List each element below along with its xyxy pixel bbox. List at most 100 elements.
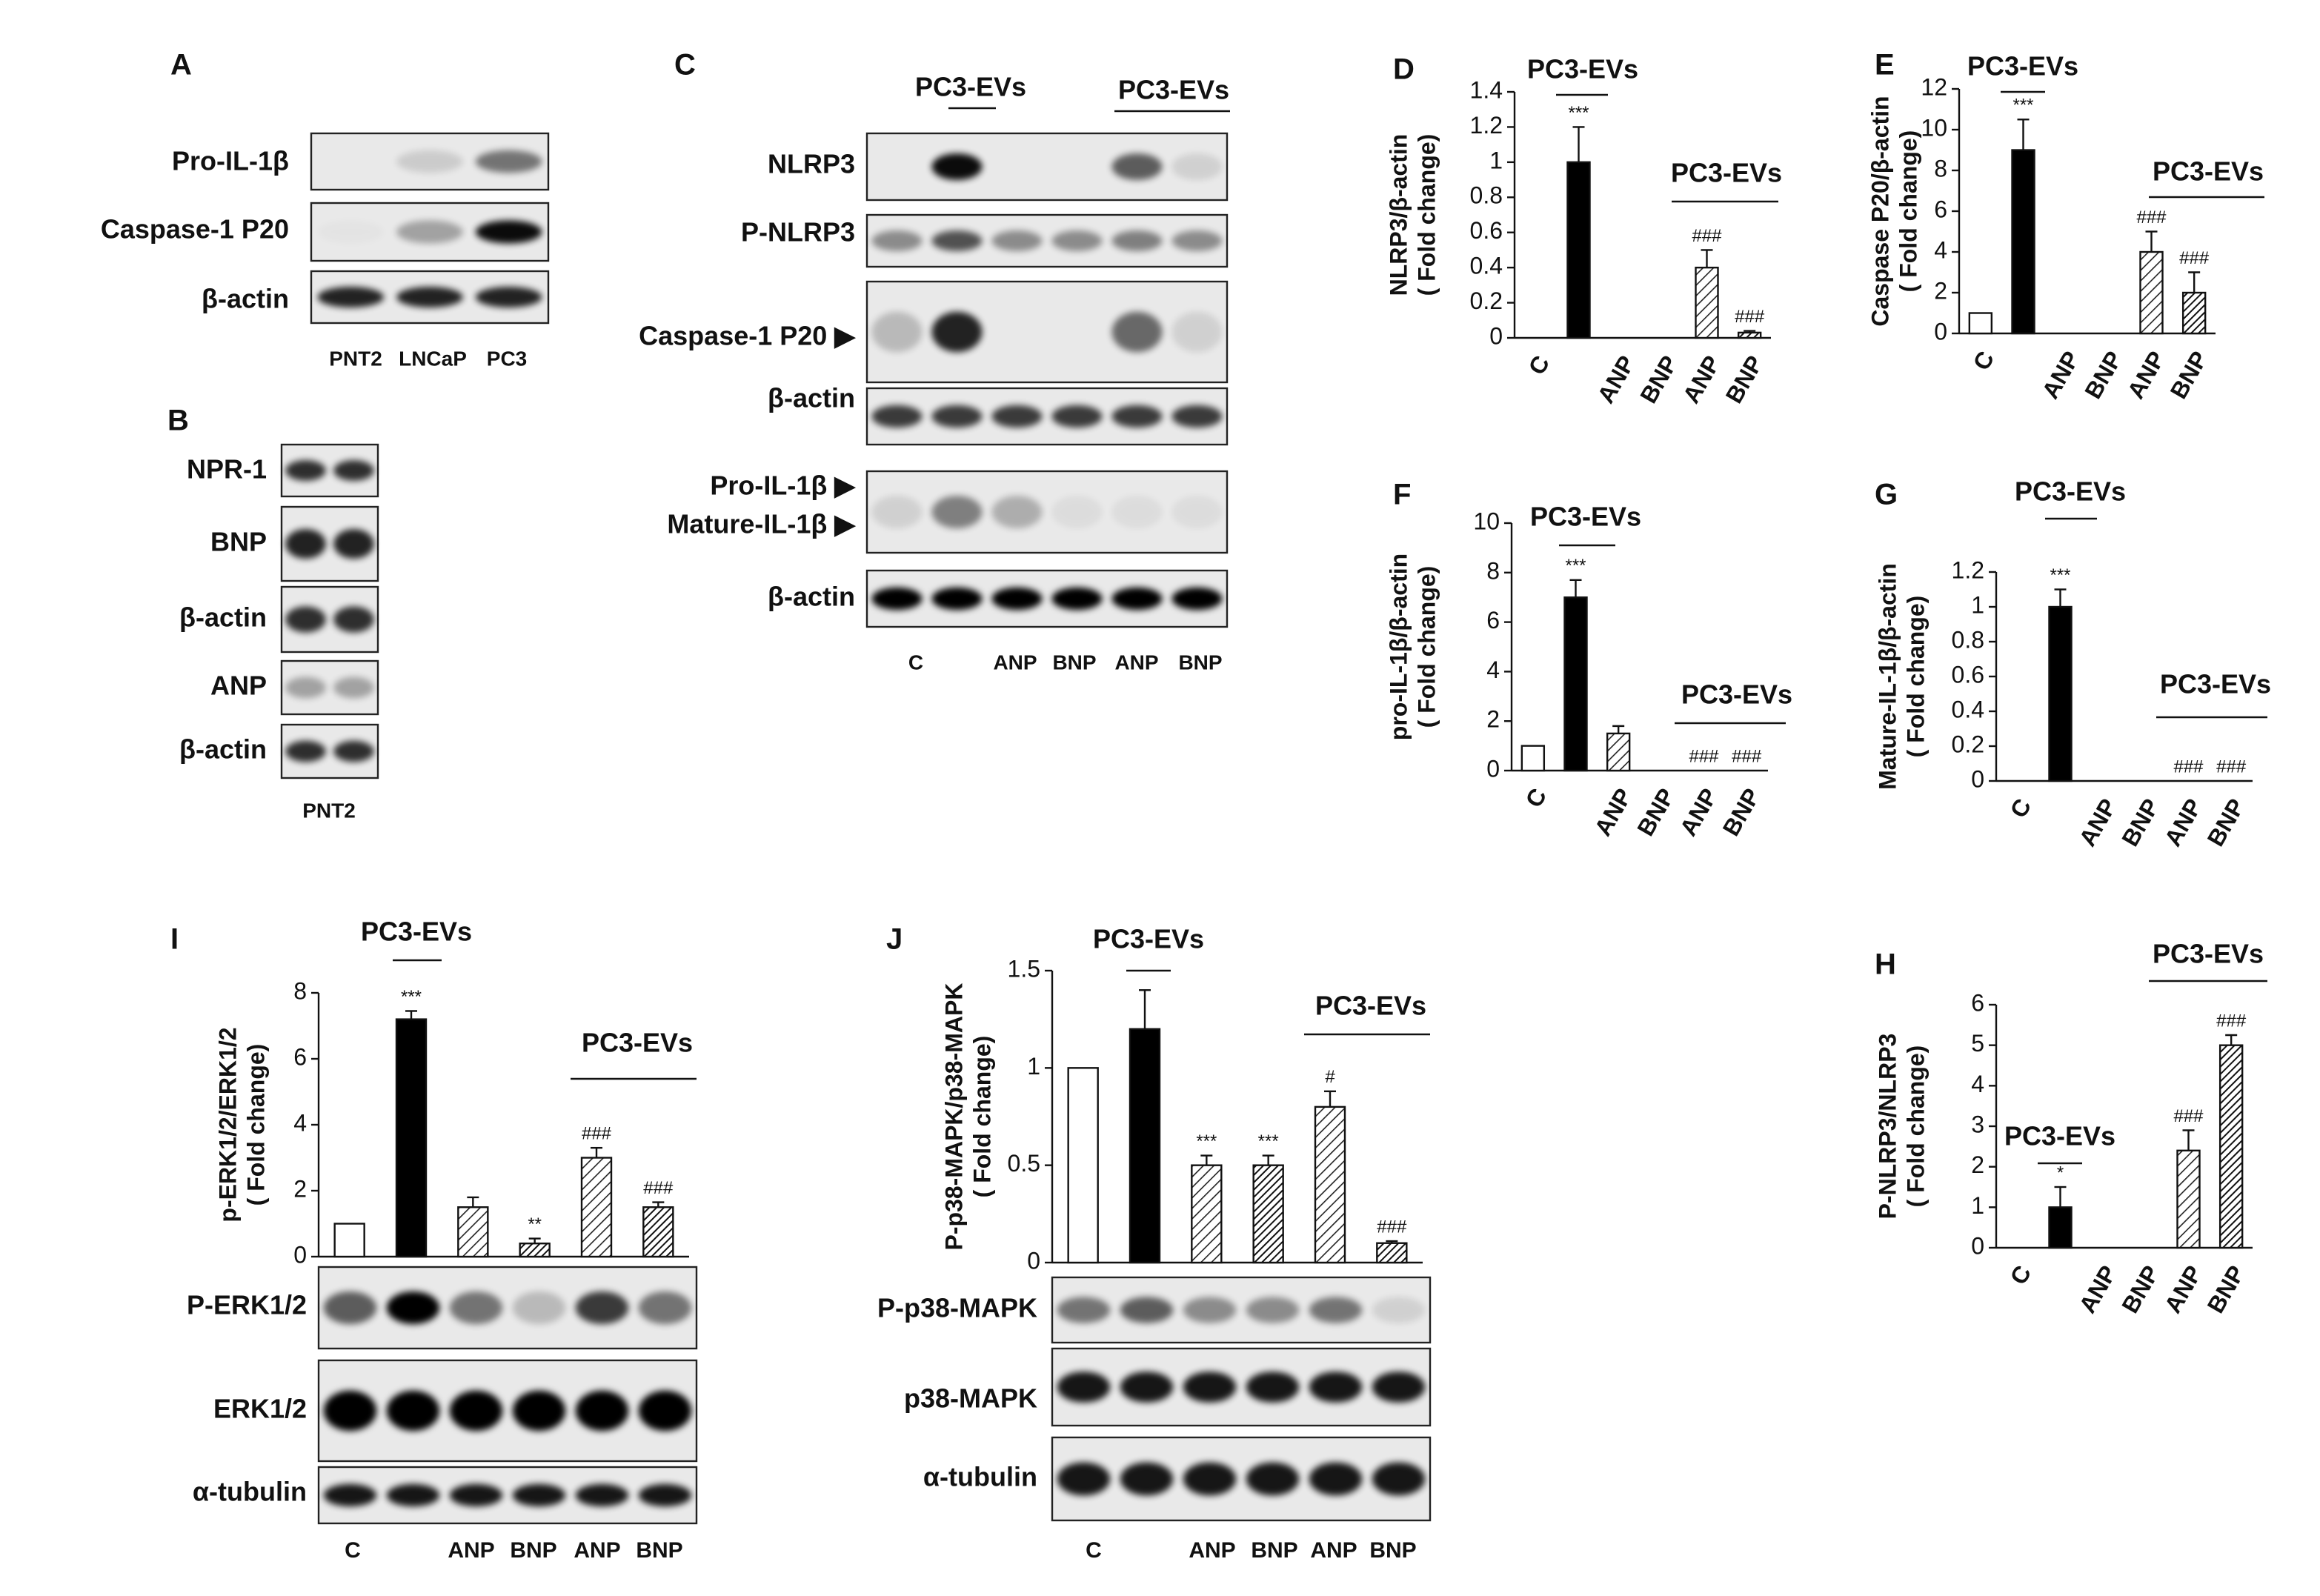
blot-band: [1309, 1371, 1363, 1403]
significance-mark: ###: [1735, 307, 1765, 327]
blot-band: [1183, 1371, 1237, 1403]
blot-band: [1111, 153, 1163, 180]
blot-band: [1111, 496, 1163, 528]
blot-band: [931, 230, 983, 251]
lane-label: LNCaP: [399, 347, 467, 370]
y-tick-label: 8: [1934, 155, 1947, 182]
blot-frame: [865, 280, 1229, 384]
bar: [2218, 1044, 2244, 1249]
significance-mark: ***: [2012, 96, 2033, 116]
blot-band: [638, 1390, 692, 1432]
blot-band: [512, 1390, 566, 1432]
significance-mark: ###: [643, 1178, 674, 1198]
blot-band: [475, 150, 542, 173]
blot-row-label: Caspase-1 P20: [101, 214, 289, 245]
blot-band: [1171, 587, 1223, 611]
blot-band: [449, 1390, 503, 1432]
blot-frame: [317, 1466, 698, 1525]
x-tick-label: ANP: [1189, 1538, 1235, 1563]
y-axis-label: P-p38-MAPK/p38-MAPK: [940, 983, 967, 1251]
y-axis-label: P-NLRP3/NLRP3: [1874, 1034, 1901, 1220]
significance-mark: ***: [401, 987, 422, 1007]
blot-band: [871, 496, 923, 528]
blot-band: [1111, 230, 1163, 251]
blot-band: [318, 220, 385, 243]
y-tick-label: 1: [1971, 1192, 1984, 1219]
bar: [333, 1223, 365, 1258]
bar: [2011, 149, 2035, 335]
significance-mark: *: [2057, 1163, 2064, 1183]
blot-band: [285, 529, 326, 559]
blot-frame: [865, 387, 1229, 446]
significance-mark: ###: [2216, 757, 2247, 777]
y-tick-label: 2: [1934, 277, 1947, 304]
blot-band: [1057, 1371, 1111, 1403]
y-tick-label: 0.4: [1470, 253, 1503, 279]
blot-row-label: NLRP3: [768, 149, 855, 179]
bar: [1252, 1164, 1284, 1264]
group-label: PC3-EVs: [2015, 476, 2126, 507]
y-tick-label: 0.8: [1952, 626, 1984, 653]
y-tick-label: 0: [293, 1241, 307, 1268]
blot-band: [1309, 1297, 1363, 1323]
lane-label: ANP: [993, 651, 1037, 674]
panel-letter: C: [674, 49, 696, 82]
y-tick-label: 10: [1473, 508, 1500, 534]
y-axis-label: Caspase P20/β-actin: [1867, 96, 1893, 326]
bar: [1376, 1242, 1408, 1264]
significance-mark: ###: [2136, 207, 2167, 227]
y-axis-label: ( Fold change): [1902, 596, 1929, 758]
y-tick-label: 0: [1489, 322, 1503, 349]
y-axis-label: ( Fold change): [1413, 566, 1440, 728]
blot-band: [1372, 1297, 1426, 1323]
group-label: PC3-EVs: [361, 917, 472, 947]
significance-mark: ***: [1196, 1131, 1217, 1151]
y-tick-label: 4: [293, 1109, 307, 1136]
y-tick-label: 6: [1486, 607, 1500, 634]
y-tick-label: 0: [1027, 1247, 1040, 1274]
blot-band: [1051, 496, 1103, 528]
y-axis-label: NLRP3/β-actin: [1385, 134, 1412, 296]
y-tick-label: 0: [1934, 318, 1947, 345]
blot-band: [1183, 1297, 1237, 1323]
lane-label: PNT2: [329, 347, 382, 370]
significance-mark: ###: [2173, 1106, 2204, 1126]
y-tick-label: 0.2: [1952, 731, 1984, 757]
y-tick-label: 0.4: [1952, 696, 1984, 722]
y-tick-label: 4: [1486, 656, 1500, 683]
blot-band: [871, 587, 923, 611]
blot-frame: [317, 1359, 698, 1463]
blot-row-label: NPR-1: [187, 454, 267, 485]
bar: [1566, 161, 1591, 339]
group-label: PC3-EVs: [1118, 75, 1229, 105]
x-tick-label: ANP: [574, 1538, 620, 1563]
y-tick-label: 6: [293, 1043, 307, 1070]
blot-band: [333, 606, 374, 633]
blot-row-label: β-actin: [179, 734, 267, 765]
group-label: PC3-EVs: [1527, 54, 1638, 84]
blot-band: [333, 740, 374, 762]
x-tick-label: C: [345, 1538, 361, 1563]
blot-band: [1183, 1462, 1237, 1496]
blot-band: [1057, 1462, 1111, 1496]
blot-band: [285, 740, 326, 762]
blot-band: [333, 529, 374, 559]
y-tick-label: 0.8: [1470, 182, 1503, 209]
blot-band: [991, 405, 1043, 428]
blot-band: [285, 460, 326, 481]
bar: [1606, 732, 1631, 772]
y-tick-label: 1: [1489, 147, 1503, 173]
y-tick-label: 6: [1971, 989, 1984, 1016]
y-tick-label: 0: [1971, 765, 1984, 792]
blot-band: [1246, 1297, 1300, 1323]
significance-mark: ###: [582, 1123, 612, 1143]
blot-band: [386, 1291, 440, 1324]
bar: [1314, 1105, 1346, 1264]
y-tick-label: 4: [1934, 236, 1947, 263]
blot-band: [575, 1390, 629, 1432]
blot-band: [991, 230, 1043, 251]
blot-band: [1246, 1462, 1300, 1496]
y-tick-label: 5: [1971, 1030, 1984, 1057]
blot-row-label: P-p38-MAPK: [877, 1293, 1037, 1323]
